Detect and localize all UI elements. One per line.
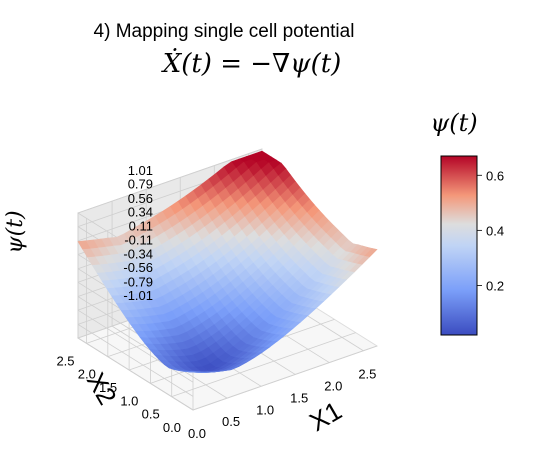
colorbar-tick-label: 0.2 [486,278,504,293]
colorbar [441,156,477,335]
x-tick-label: 1.5 [290,390,308,405]
z-axis-label: ψ(t) [3,210,28,253]
y-tick-label: 0.0 [163,420,181,435]
x-tick-label: 0.0 [188,426,206,441]
chart-subtitle: Ẋ(t) = −∇ψ(t) [161,48,342,79]
x-tick-label: 1.0 [256,402,274,417]
colorbar-tick-label: 0.6 [486,168,504,183]
z-tick-label: -0.11 [124,232,153,247]
y-tick-label: 2.5 [56,353,74,368]
y-tick-label: 0.5 [142,407,160,422]
z-tick-label: 0.34 [128,204,153,219]
x-tick-label: 0.5 [222,414,240,429]
x-tick-label: 2.5 [358,367,376,382]
z-tick-label: 0.79 [128,177,153,192]
y-tick-label: 1.0 [120,393,138,408]
chart-title: 4) Mapping single cell potential [94,21,355,42]
z-tick-label: -0.56 [123,260,153,275]
z-tick-label: -1.01 [123,288,153,303]
colorbar-tick-label: 0.4 [486,223,504,238]
colorbar-ticks: 0.6 0.4 0.2 [477,168,504,293]
x-tick-label: 2.0 [324,379,342,394]
colorbar-label: ψ(t) [430,109,477,137]
x-axis-label: X1 [304,395,347,437]
